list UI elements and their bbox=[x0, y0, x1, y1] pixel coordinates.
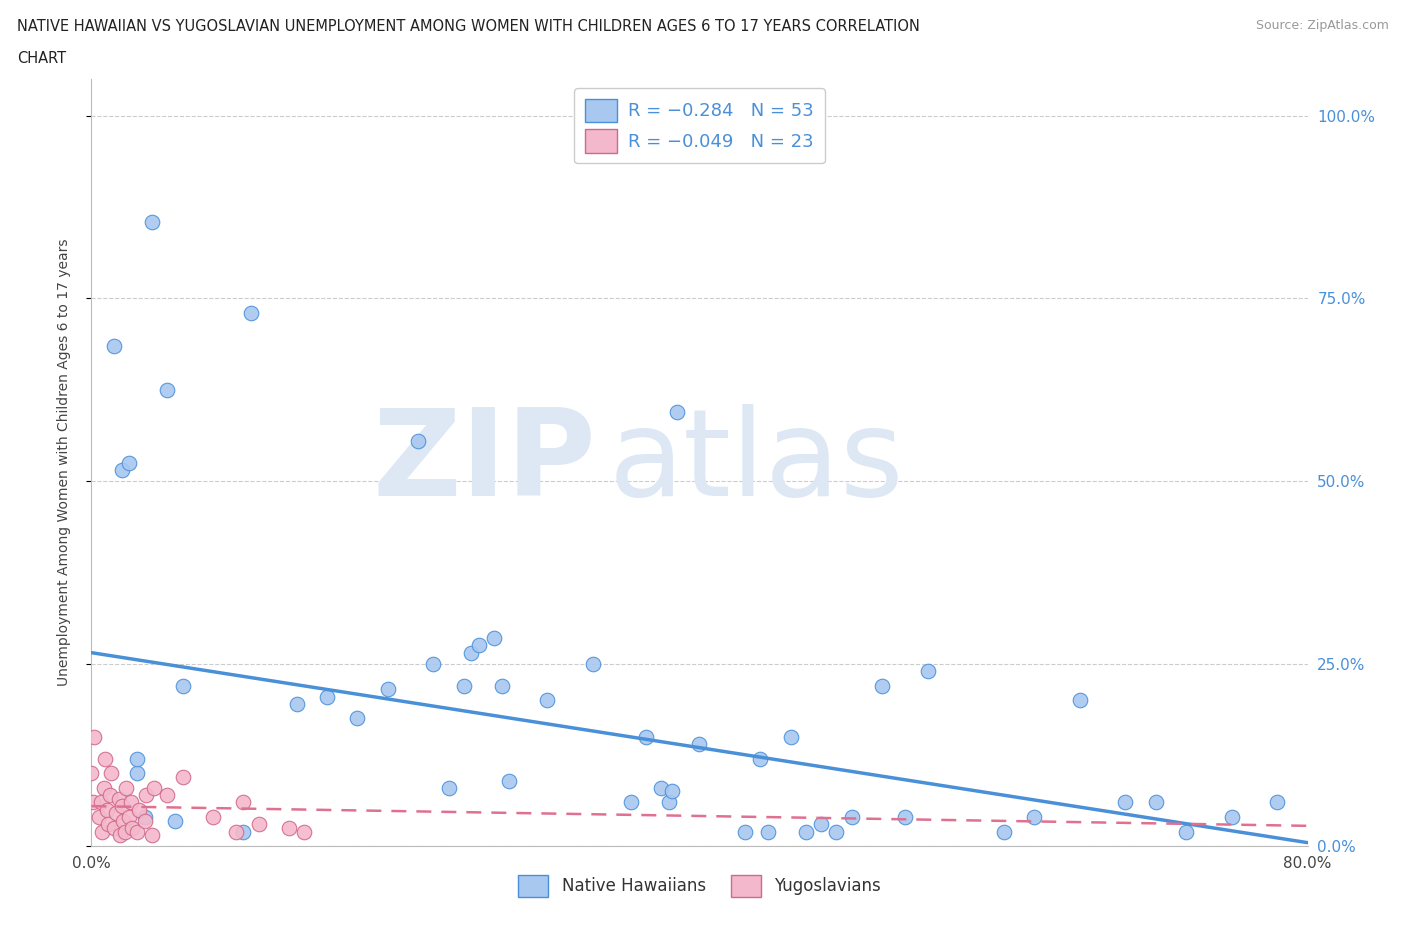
Point bbox=[111, 799, 134, 814]
Point bbox=[118, 456, 141, 471]
Point bbox=[1144, 795, 1167, 810]
Point bbox=[484, 631, 506, 645]
Point bbox=[98, 788, 121, 803]
Point bbox=[80, 765, 103, 780]
Point bbox=[1114, 795, 1136, 810]
Point bbox=[103, 339, 125, 353]
Point bbox=[97, 817, 120, 831]
Point bbox=[422, 657, 444, 671]
Point bbox=[118, 810, 141, 825]
Point bbox=[107, 791, 129, 806]
Point bbox=[316, 689, 339, 704]
Point bbox=[278, 820, 301, 835]
Point bbox=[135, 788, 157, 803]
Point bbox=[172, 769, 194, 784]
Point bbox=[1220, 810, 1243, 825]
Point bbox=[156, 382, 179, 397]
Point bbox=[83, 729, 105, 744]
Point bbox=[96, 803, 118, 817]
Point bbox=[498, 773, 520, 788]
Point bbox=[650, 780, 672, 795]
Point bbox=[734, 824, 756, 839]
Point bbox=[749, 751, 772, 766]
Point bbox=[120, 795, 142, 810]
Point bbox=[156, 788, 179, 803]
Point bbox=[468, 638, 491, 653]
Point bbox=[121, 820, 143, 835]
Point bbox=[688, 737, 710, 751]
Point bbox=[142, 780, 165, 795]
Point bbox=[841, 810, 863, 825]
Point bbox=[202, 810, 225, 825]
Point bbox=[94, 751, 117, 766]
Point bbox=[756, 824, 779, 839]
Point bbox=[536, 693, 558, 708]
Point bbox=[232, 795, 254, 810]
Point bbox=[1174, 824, 1197, 839]
Point bbox=[661, 784, 683, 799]
Point bbox=[1022, 810, 1045, 825]
Point bbox=[93, 780, 115, 795]
Point bbox=[406, 433, 429, 448]
Point bbox=[225, 824, 247, 839]
Point bbox=[89, 795, 111, 810]
Point bbox=[134, 813, 156, 829]
Text: ZIP: ZIP bbox=[373, 405, 596, 521]
Point bbox=[125, 765, 148, 780]
Text: atlas: atlas bbox=[609, 405, 904, 521]
Point bbox=[1265, 795, 1288, 810]
Point bbox=[460, 645, 482, 660]
Point bbox=[582, 657, 605, 671]
Point bbox=[893, 810, 915, 825]
Point bbox=[125, 751, 148, 766]
Point bbox=[114, 824, 136, 839]
Point bbox=[453, 678, 475, 693]
Point bbox=[917, 663, 939, 678]
Point bbox=[104, 806, 127, 821]
Point bbox=[779, 729, 801, 744]
Point bbox=[658, 795, 681, 810]
Point bbox=[346, 711, 368, 726]
Point bbox=[115, 780, 138, 795]
Point bbox=[111, 462, 134, 477]
Point bbox=[491, 678, 513, 693]
Text: Source: ZipAtlas.com: Source: ZipAtlas.com bbox=[1256, 19, 1389, 32]
Point bbox=[141, 214, 163, 229]
Point bbox=[134, 810, 156, 825]
Point bbox=[112, 813, 135, 829]
Point bbox=[163, 813, 186, 829]
Point bbox=[247, 817, 270, 831]
Point bbox=[870, 678, 893, 693]
Text: NATIVE HAWAIIAN VS YUGOSLAVIAN UNEMPLOYMENT AMONG WOMEN WITH CHILDREN AGES 6 TO : NATIVE HAWAIIAN VS YUGOSLAVIAN UNEMPLOYM… bbox=[17, 19, 920, 33]
Point bbox=[128, 803, 150, 817]
Point bbox=[437, 780, 460, 795]
Legend: Native Hawaiians, Yugoslavians: Native Hawaiians, Yugoslavians bbox=[512, 869, 887, 903]
Point bbox=[110, 828, 132, 843]
Point bbox=[141, 828, 163, 843]
Y-axis label: Unemployment Among Women with Children Ages 6 to 17 years: Unemployment Among Women with Children A… bbox=[56, 239, 70, 686]
Point bbox=[82, 795, 104, 810]
Point bbox=[232, 824, 254, 839]
Point bbox=[103, 820, 125, 835]
Point bbox=[91, 824, 114, 839]
Point bbox=[636, 729, 658, 744]
Point bbox=[377, 682, 399, 697]
Point bbox=[285, 697, 308, 711]
Point bbox=[100, 765, 122, 780]
Text: CHART: CHART bbox=[17, 51, 66, 66]
Point bbox=[1069, 693, 1091, 708]
Point bbox=[794, 824, 817, 839]
Point bbox=[292, 824, 315, 839]
Point bbox=[993, 824, 1015, 839]
Point bbox=[240, 305, 263, 320]
Point bbox=[125, 824, 148, 839]
Point bbox=[665, 405, 688, 419]
Point bbox=[825, 824, 848, 839]
Point bbox=[810, 817, 832, 831]
Point bbox=[172, 678, 194, 693]
Point bbox=[620, 795, 643, 810]
Point bbox=[87, 810, 110, 825]
